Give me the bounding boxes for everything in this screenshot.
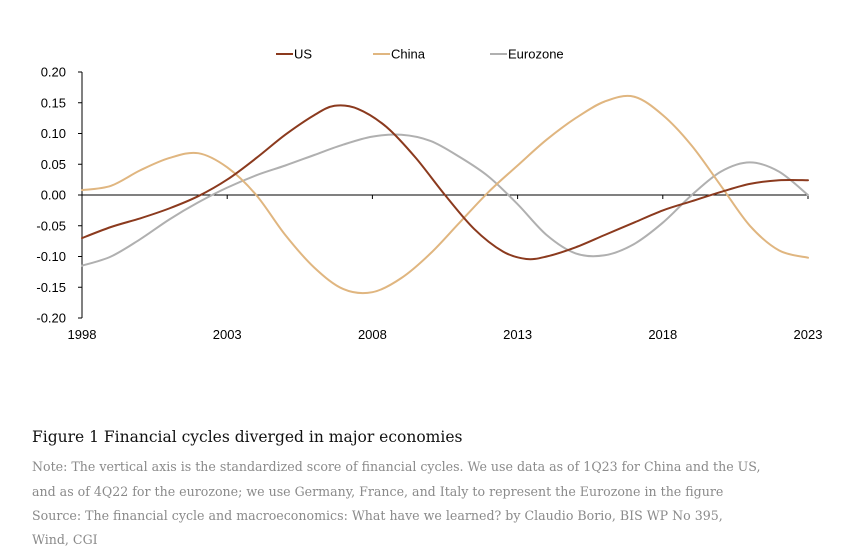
y-tick-label: 0.00 bbox=[41, 188, 66, 203]
y-tick-label: 0.15 bbox=[41, 95, 66, 110]
note-line-1: Note: The vertical axis is the standardi… bbox=[32, 459, 761, 474]
x-tick-label: 1998 bbox=[68, 327, 97, 342]
note-line-2: and as of 4Q22 for the eurozone; we use … bbox=[32, 484, 724, 499]
y-tick-label: -0.20 bbox=[36, 311, 66, 326]
series-layer bbox=[81, 94, 809, 295]
y-tick-label: 0.10 bbox=[41, 126, 66, 141]
x-tick-label: 2023 bbox=[794, 327, 823, 342]
legend-label-china: China bbox=[391, 47, 426, 62]
y-tick-label: -0.05 bbox=[36, 218, 66, 233]
financial-cycle-chart: US China Eurozone 0.20 0.15 0.10 0.05 0.00 -0.0… bbox=[36, 47, 823, 343]
y-axis: 0.20 0.15 0.10 0.05 0.00 -0.05 -0.10 -0.15 -0.20 bbox=[36, 65, 83, 326]
x-tick-label: 2013 bbox=[503, 327, 532, 342]
legend-label-us: US bbox=[294, 47, 312, 62]
x-tick-label: 2003 bbox=[213, 327, 242, 342]
figure-caption-title: Figure 1 Financial cycles diverged in ma… bbox=[32, 428, 463, 446]
source-line-2: Wind, CGI bbox=[32, 532, 98, 547]
x-tick-label: 2018 bbox=[648, 327, 677, 342]
series-line-us bbox=[81, 104, 809, 261]
y-tick-label: -0.10 bbox=[36, 249, 66, 264]
legend-label-eurozone: Eurozone bbox=[508, 47, 564, 62]
source-line-1: Source: The financial cycle and macroeco… bbox=[32, 508, 723, 523]
y-tick-label: 0.05 bbox=[41, 157, 66, 172]
series-line-china bbox=[81, 94, 809, 295]
x-tick-label: 2008 bbox=[358, 327, 387, 342]
y-tick-label: -0.15 bbox=[36, 280, 66, 295]
series-line-eurozone bbox=[81, 133, 809, 267]
y-tick-label: 0.20 bbox=[41, 65, 66, 80]
legend: US China Eurozone bbox=[276, 47, 564, 62]
x-axis: 1998 2003 2008 2013 2018 2023 bbox=[68, 194, 823, 342]
